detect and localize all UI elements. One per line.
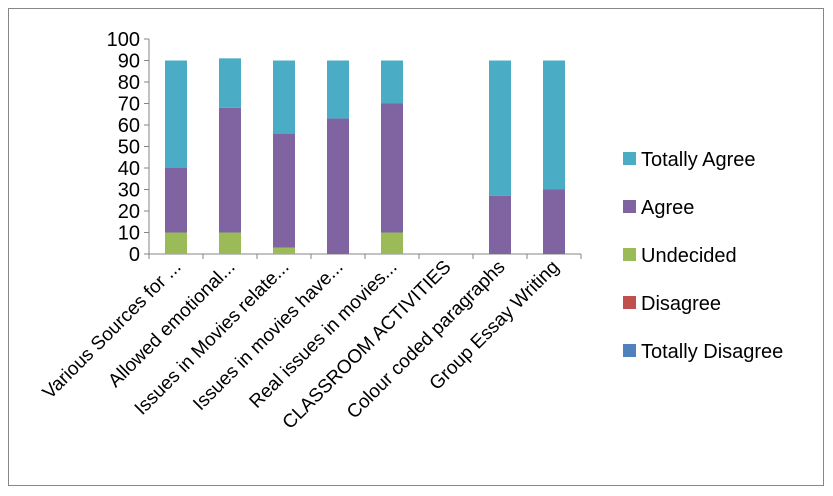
legend: Totally Agree Agree Undecided Disagree Total… [623,149,783,363]
y-tick-label: 60 [118,115,140,137]
legend-label: Totally Disagree [641,341,783,363]
bar-undecided-5 [381,232,403,254]
axes [144,38,582,259]
chart-area: 0 10 20 30 40 50 60 70 80 90 100 Various Sources fo… [8,8,824,486]
bar-undecided-3 [273,247,295,254]
bar-totally-agree-3 [273,60,295,134]
bar-totally-agree-2 [219,58,241,108]
bar-totally-agree-1 [165,60,187,168]
y-tick-label: 40 [118,158,140,180]
legend-swatch-totally-agree [623,152,636,165]
y-tick-label: 10 [118,223,140,245]
legend-label: Disagree [641,293,721,315]
y-tick-label: 100 [107,29,140,51]
bars [165,58,565,254]
bar-agree-3 [273,133,295,248]
bar-totally-agree-7 [489,60,511,196]
legend-label: Totally Agree [641,149,756,171]
y-tick-label: 80 [118,72,140,94]
y-tick-label: 50 [118,137,140,159]
bar-agree-8 [543,189,565,254]
legend-swatch-totally-disagree [623,344,636,357]
bar-totally-agree-4 [327,60,349,119]
bar-undecided-2 [219,232,241,254]
bar-totally-agree-5 [381,60,403,104]
bar-totally-agree-8 [543,60,565,190]
legend-swatch-undecided [623,248,636,261]
y-tick-label: 20 [118,201,140,223]
legend-label: Agree [641,197,694,219]
y-tick-label: 90 [118,51,140,73]
bar-agree-2 [219,107,241,233]
legend-swatch-agree [623,200,636,213]
bar-agree-7 [489,195,511,254]
legend-swatch-disagree [623,296,636,309]
bar-agree-4 [327,118,349,254]
bar-agree-5 [381,103,403,233]
y-tick-label: 30 [118,180,140,202]
y-tick-label: 0 [129,244,140,266]
bar-undecided-1 [165,232,187,254]
legend-label: Undecided [641,245,737,267]
bar-agree-1 [165,168,187,233]
y-tick-label: 70 [118,94,140,116]
